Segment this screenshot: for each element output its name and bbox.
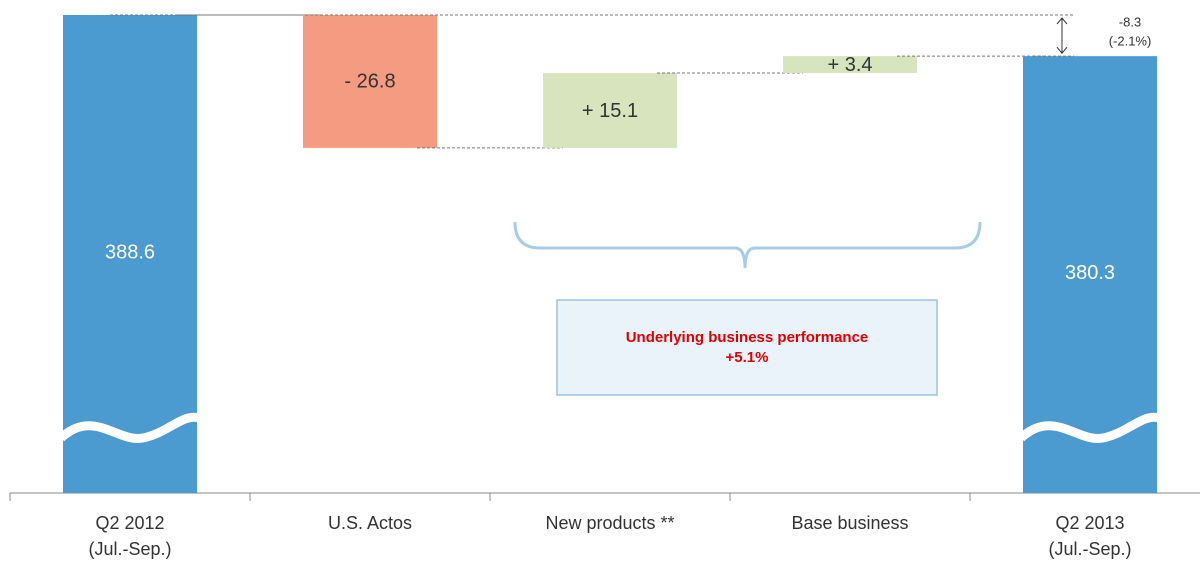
value-label: 388.6	[105, 241, 155, 263]
annotation-arrow-head	[1056, 17, 1068, 54]
axis-break	[1017, 412, 1161, 443]
callout-title: Underlying business performance	[625, 328, 869, 346]
bar	[63, 15, 197, 493]
callout-box	[556, 299, 938, 396]
value-label: 380.3	[1065, 262, 1115, 284]
axis-break	[57, 412, 201, 443]
x-tick-label: Q2 2012 (Jul.-Sep.)	[88, 513, 172, 559]
x-tick-label: Q2 2013 (Jul.-Sep.)	[1048, 513, 1132, 559]
brace	[513, 221, 982, 269]
value-label: + 3.4	[827, 54, 872, 76]
x-tick-label: New products **	[545, 513, 675, 533]
bar	[783, 56, 917, 74]
annotation: -8.3	[1119, 14, 1141, 29]
annotation: (-2.1%)	[1109, 33, 1152, 48]
callout: Underlying business performance +5.1%	[557, 300, 937, 395]
value-label: + 15.1	[582, 100, 638, 122]
value-label: - 26.8	[344, 71, 395, 93]
bar	[543, 73, 677, 148]
callout-value: +5.1%	[725, 348, 769, 366]
x-tick-label: Base business	[791, 513, 909, 533]
bar	[303, 15, 437, 148]
x-tick-label: U.S. Actos	[327, 513, 413, 533]
